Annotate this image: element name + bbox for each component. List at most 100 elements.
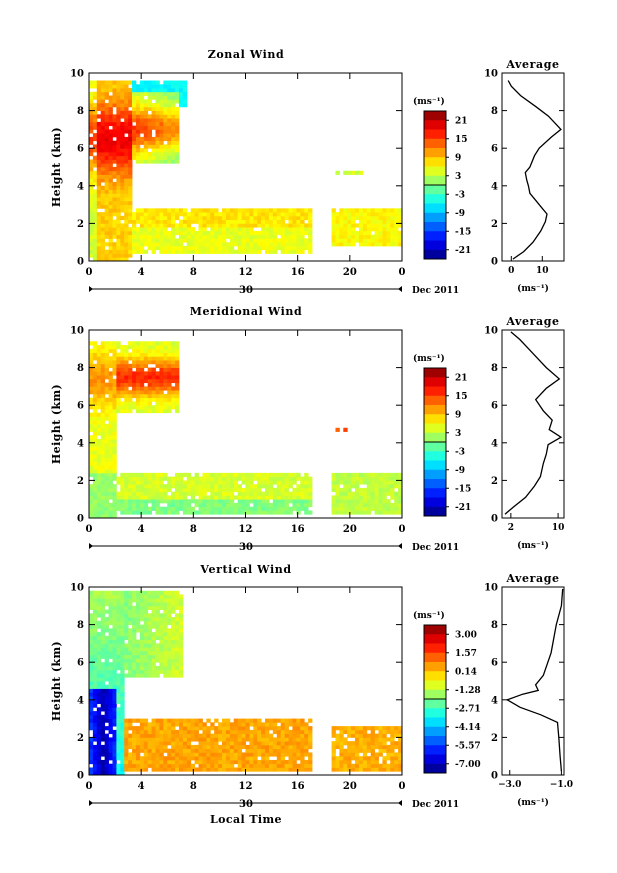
heatmap-cell — [155, 654, 160, 659]
heatmap-cell — [257, 223, 262, 228]
heatmap-cell — [284, 223, 289, 228]
heatmap-cell — [210, 242, 215, 247]
heatmap-cell — [382, 733, 387, 738]
heatmap-cell — [378, 208, 383, 213]
heatmap-cell — [155, 212, 160, 217]
heatmap-cell — [366, 223, 372, 228]
heatmap-cell — [229, 759, 235, 765]
heatmap-cell — [358, 741, 364, 746]
heatmap-cell — [92, 733, 98, 738]
heatmap-cell — [190, 238, 196, 243]
heatmap-cell — [116, 193, 121, 198]
heatmap-cell — [100, 480, 106, 485]
heatmap-cell — [288, 212, 293, 217]
heatmap-cell — [370, 476, 376, 481]
heatmap-cell — [104, 136, 109, 142]
heatmap-cell — [167, 360, 172, 365]
heatmap-cell — [355, 510, 360, 515]
heatmap-cell — [108, 514, 113, 519]
heatmap-cell — [159, 140, 164, 145]
heatmap-cell — [253, 737, 258, 742]
heatmap-cell — [132, 91, 137, 96]
heatmap-cell — [151, 238, 156, 243]
heatmap-cell — [163, 249, 168, 254]
heatmap-cell — [241, 726, 246, 731]
heatmap-cell — [331, 744, 336, 750]
heatmap-cell — [139, 405, 145, 410]
heatmap-cell — [233, 726, 239, 731]
heatmap-cell — [116, 699, 121, 704]
heatmap-cell — [108, 491, 113, 496]
heatmap-cell — [198, 741, 203, 746]
heatmap-cell — [225, 234, 231, 239]
heatmap-cell — [116, 495, 121, 500]
heatmap-cell — [108, 136, 113, 142]
heatmap-cell — [233, 472, 239, 478]
heatmap-cell — [151, 382, 156, 387]
heatmap-cell — [108, 148, 113, 153]
heatmap-cell — [96, 639, 102, 644]
heatmap-cell — [351, 480, 356, 485]
heatmap-cell — [135, 654, 141, 659]
heatmap-cell — [89, 647, 94, 652]
heatmap-cell — [92, 647, 98, 652]
heatmap-cell — [237, 223, 242, 228]
heatmap-cell — [89, 650, 94, 656]
heatmap-cell — [139, 360, 145, 365]
heatmap-cell — [182, 84, 188, 89]
heatmap-cell — [390, 227, 395, 232]
heatmap-cell — [210, 510, 215, 515]
heatmap-cell — [155, 103, 160, 108]
heatmap-cell — [108, 450, 113, 455]
heatmap-cell — [132, 95, 137, 100]
heatmap-cell — [343, 729, 348, 735]
heatmap-cell — [151, 230, 156, 236]
heatmap-cell — [100, 401, 106, 406]
heatmap-cell — [120, 178, 125, 183]
heatmap-cell — [335, 759, 340, 765]
heatmap-cell — [100, 405, 106, 410]
heatmap-cell — [233, 718, 239, 723]
heatmap-cell — [159, 223, 164, 228]
heatmap-cell — [245, 729, 250, 735]
heatmap-cell — [296, 510, 301, 515]
heatmap-cell — [292, 219, 297, 224]
heatmap-cell — [171, 356, 176, 361]
heatmap-cell — [124, 484, 129, 489]
heatmap-cell — [241, 230, 246, 236]
heatmap-cell — [139, 590, 145, 595]
heatmap-cell — [272, 245, 278, 251]
heatmap-cell — [163, 118, 168, 123]
heatmap-cell — [288, 491, 293, 496]
heatmap-cell — [132, 654, 137, 659]
heatmap-cell — [147, 639, 152, 644]
heatmap-cell — [108, 159, 113, 164]
heatmap-cell — [249, 744, 254, 750]
heatmap-cell — [214, 741, 219, 746]
heatmap-cell — [147, 99, 152, 104]
heatmap-cell — [351, 242, 356, 247]
heatmap-cell — [304, 238, 309, 243]
heatmap-cell — [128, 144, 133, 149]
heatmap-cell — [304, 212, 309, 217]
profile-y-tick-label: 0 — [491, 257, 498, 268]
heatmap-cell — [132, 352, 137, 357]
heatmap-cell — [100, 151, 106, 157]
heatmap-cell — [120, 510, 125, 515]
heatmap-cell — [284, 744, 289, 750]
heatmap-cell — [386, 472, 391, 478]
profile-x-label: (ms⁻¹) — [517, 797, 549, 808]
heatmap-cell — [124, 185, 129, 190]
heatmap-cell — [241, 238, 246, 243]
heatmap-cell — [159, 484, 164, 489]
heatmap-cell — [175, 650, 180, 656]
heatmap-cell — [104, 133, 109, 138]
heatmap-cell — [257, 741, 262, 746]
heatmap-cell — [112, 133, 117, 138]
heatmap-cell — [100, 499, 106, 504]
heatmap-cell — [96, 684, 102, 689]
heatmap-cell — [198, 722, 203, 727]
heatmap-cell — [304, 510, 309, 515]
heatmap-cell — [124, 729, 129, 735]
